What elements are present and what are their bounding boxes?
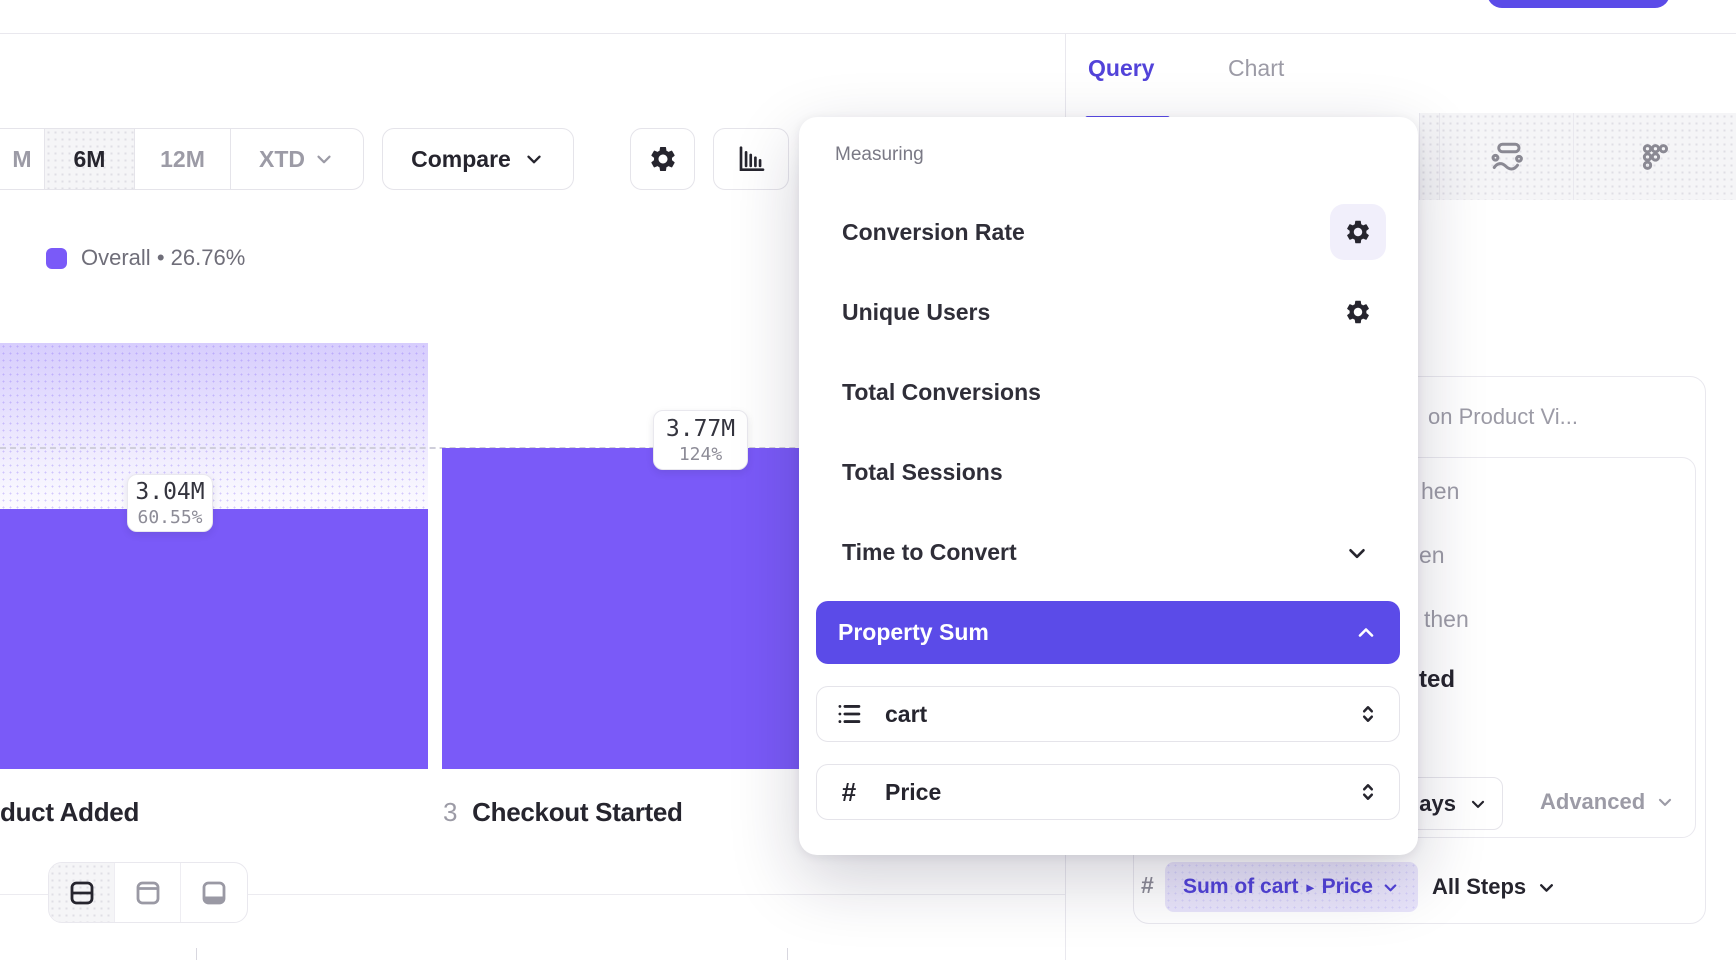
list-icon (835, 700, 863, 728)
menu-item-total-sessions[interactable]: Total Sessions (842, 458, 1003, 485)
conversion-rate-settings-button[interactable] (1330, 204, 1386, 260)
chevron-up-icon (1354, 621, 1378, 645)
gear-icon (1344, 298, 1372, 326)
chevron-down-icon (1381, 878, 1400, 897)
step-number: 3 (443, 797, 458, 827)
chart-type-button[interactable] (713, 128, 789, 190)
chevron-down-icon (523, 148, 545, 170)
funnel-bar-product-added[interactable] (0, 509, 428, 769)
legend-label: Overall • 26.76% (81, 245, 246, 270)
number-property-icon: # (841, 776, 857, 807)
unique-users-settings-button[interactable] (1344, 298, 1372, 326)
menu-item-unique-users[interactable]: Unique Users (842, 298, 991, 325)
funnel-bars-icon (735, 143, 767, 175)
layout-top-bar-icon (130, 875, 166, 911)
layout-split-rows-button[interactable] (49, 863, 115, 922)
range-12m-button[interactable]: 12M (135, 129, 231, 189)
panel-toolbar (1419, 113, 1736, 200)
menu-item-time-to-convert[interactable]: Time to Convert (842, 538, 1017, 565)
bar-conversion: 60.55% (137, 506, 203, 528)
step-row-fragment: hen (1421, 478, 1460, 504)
menu-item-total-conversions[interactable]: Total Conversions (842, 378, 1041, 405)
tab-chart[interactable]: Chart (1228, 55, 1285, 81)
chevron-down-icon (313, 148, 335, 170)
measuring-title: Measuring (835, 144, 924, 165)
dots-grid-icon (1637, 139, 1673, 175)
tick-mark (787, 948, 788, 960)
top-divider (0, 33, 1736, 34)
property-name-select[interactable]: # Price (816, 764, 1400, 820)
layout-top-bar-button[interactable] (115, 863, 181, 922)
tick-mark (196, 948, 197, 960)
step-label-checkout-started: 3 Checkout Started (443, 797, 683, 827)
chart-legend[interactable]: Overall • 26.76% (46, 245, 245, 271)
bar-value: 3.77M (665, 415, 736, 442)
range-3m-button[interactable]: M (0, 129, 45, 189)
measurement-type-glyph: # (1141, 872, 1154, 898)
step-row-fragment: en (1419, 542, 1445, 568)
legend-swatch (46, 247, 67, 269)
menu-item-property-sum-selected[interactable]: Property Sum (816, 601, 1400, 664)
chart-settings-button[interactable] (630, 128, 695, 190)
menu-item-conversion-rate[interactable]: Conversion Rate (842, 218, 1025, 245)
chevron-down-icon (1536, 877, 1557, 898)
toolbar-tile (1419, 113, 1439, 200)
layout-rows-icon (64, 875, 100, 911)
step-label-product-added: duct Added (0, 797, 140, 827)
bar-value: 3.04M (135, 478, 205, 505)
sum-of-cart-price-chip[interactable]: Sum of cart ▸ Price (1165, 862, 1418, 912)
chart-baseline-divider (0, 894, 1065, 895)
compare-button[interactable]: Compare (382, 128, 574, 190)
gear-icon (648, 144, 678, 174)
gear-icon (1344, 218, 1372, 246)
query-summary-text: on Product Vi... (1428, 404, 1579, 429)
value-card-checkout-started[interactable]: 3.77M 124% (653, 410, 748, 470)
bar-conversion: 124% (678, 443, 723, 465)
value-card-product-added[interactable]: 3.04M 60.55% (127, 474, 213, 532)
stepper-icon[interactable] (1355, 701, 1381, 727)
all-steps-dropdown[interactable]: All Steps (1432, 874, 1557, 900)
primary-action-button[interactable] (1487, 0, 1670, 8)
layout-bottom-bar-icon (196, 875, 232, 911)
date-range-segmented-control: M 6M 12M XTD (0, 128, 364, 190)
tab-query[interactable]: Query (1088, 55, 1155, 81)
property-entity-select[interactable]: cart (816, 686, 1400, 742)
stepper-icon[interactable] (1355, 779, 1381, 805)
advanced-dropdown[interactable]: Advanced (1540, 789, 1675, 815)
chevron-down-icon (1468, 794, 1488, 814)
range-xtd-button[interactable]: XTD (231, 129, 363, 189)
flows-tool-button[interactable] (1439, 113, 1573, 200)
layout-switcher (48, 862, 248, 923)
squiggle-flows-icon (1489, 139, 1525, 175)
layout-bottom-bar-button[interactable] (181, 863, 247, 922)
chevron-down-icon (1655, 792, 1675, 812)
previous-step-ghost-area (0, 343, 428, 509)
range-6m-button[interactable]: 6M (45, 129, 135, 189)
breakdown-tool-button[interactable] (1573, 113, 1736, 200)
step-row-fragment: then (1424, 606, 1469, 632)
caret-right-icon: ▸ (1306, 878, 1314, 895)
time-to-convert-chevron-icon (1344, 540, 1370, 566)
step-row-fragment: ted (1419, 666, 1455, 693)
